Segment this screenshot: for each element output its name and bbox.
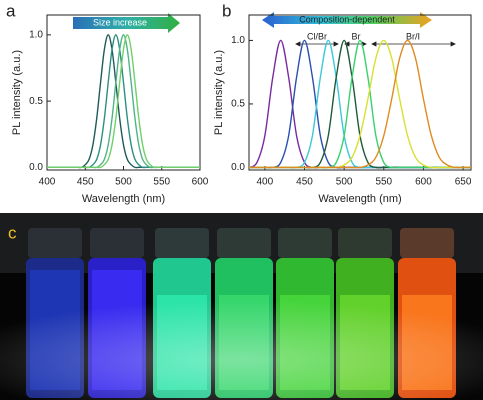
series-line [248,39,471,169]
arrow [73,13,180,33]
x-tick-label: 600 [415,177,432,188]
annotation: Composition-dependent [299,14,395,24]
x-tick-label: 450 [77,177,94,188]
series-line [248,39,471,169]
x-tick-label: 400 [39,177,56,188]
annotation: Size increase [93,17,147,27]
x-tick-label: 550 [153,177,170,188]
y-tick-label: 0.5 [29,96,43,107]
series-line [47,34,200,169]
annotation: Cl/Br [307,31,327,41]
panel-label: a [6,1,16,20]
series-line [248,39,471,169]
series-line [248,39,471,169]
arrow [262,12,432,28]
y-axis-label: PL intensity (a.u.) [213,50,225,135]
panel-label: c [8,223,17,242]
annotation: Br/I [406,31,420,41]
series-line [248,39,471,169]
x-axis-label: Wavelength (nm) [82,193,165,205]
y-tick-label: 1.0 [231,35,245,46]
x-tick-label: 400 [257,177,274,188]
y-tick-label: 1.0 [29,30,43,41]
series-line [47,34,200,169]
series-line [248,39,471,169]
panel-label: b [222,1,231,20]
y-axis-label: PL intensity (a.u.) [11,50,23,135]
range-arrows [295,41,456,47]
vials [0,228,483,400]
x-axis-label: Wavelength (nm) [318,193,401,205]
x-tick-label: 500 [336,177,353,188]
x-tick-label: 650 [455,177,472,188]
photo: c [0,213,483,400]
plot-frame [248,14,472,171]
x-tick-label: 600 [192,177,209,188]
annotation: Br [352,31,361,41]
x-tick-label: 500 [115,177,132,188]
series-line [248,39,471,169]
x-tick-label: 450 [296,177,313,188]
y-tick-label: 0.0 [29,162,43,173]
y-tick-label: 0.0 [231,162,245,173]
y-tick-label: 0.5 [231,99,245,110]
x-tick-label: 550 [375,177,392,188]
